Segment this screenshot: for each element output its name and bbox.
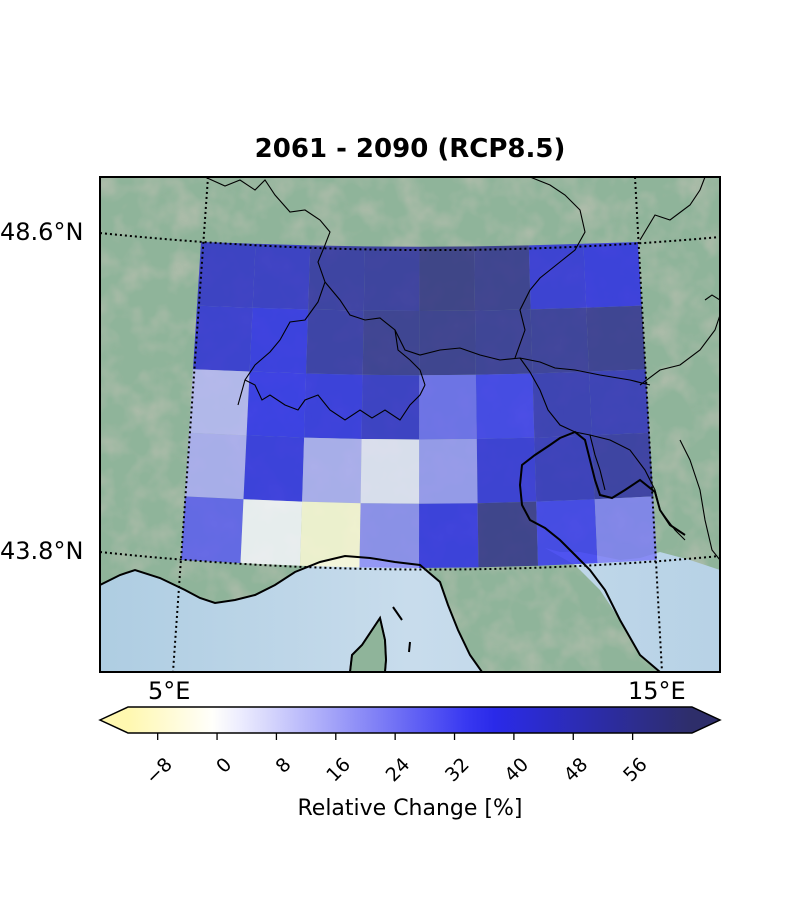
colorbar-tick-label: 8 — [271, 754, 295, 778]
map-frame — [99, 176, 721, 673]
grid-cell — [534, 435, 595, 502]
grid-cell — [474, 245, 531, 311]
grid-cell — [419, 310, 476, 376]
grid-cell — [477, 501, 538, 568]
map-area[interactable] — [100, 177, 720, 672]
colorbar-extend-high — [692, 707, 720, 733]
grid-cell — [302, 437, 362, 504]
colorbar-body — [128, 707, 692, 733]
grid-cell — [306, 309, 364, 375]
grid-cell — [419, 439, 478, 504]
grid-cell — [360, 439, 420, 504]
colorbar-tick-label: 0 — [212, 754, 236, 778]
colorbar-tick-label: 48 — [560, 754, 593, 787]
grid-cell — [589, 369, 650, 436]
sea — [100, 540, 720, 672]
grid-cell — [361, 374, 420, 440]
grid-cell — [591, 432, 654, 500]
grid-cell — [246, 371, 307, 438]
grid-cell — [583, 242, 642, 308]
colorbar-tick-label: 40 — [500, 754, 533, 787]
colorbar-tick-label: 24 — [382, 754, 415, 787]
grid-cell — [475, 373, 535, 439]
grid-cell — [197, 242, 256, 308]
grid-cell — [359, 503, 420, 568]
colorbar-tick-label: 32 — [441, 754, 474, 787]
grid-cell — [362, 310, 420, 376]
map-title: 2061 - 2090 (RCP8.5) — [254, 134, 566, 164]
colorbar-tick-label: 56 — [619, 754, 652, 787]
colorbar-label: Relative Change [%] — [297, 796, 523, 821]
colorbar-outline — [98, 706, 722, 734]
grid-cell — [476, 437, 537, 504]
grid-cell — [252, 243, 311, 310]
grid-cell — [240, 499, 303, 566]
data-grid — [181, 242, 657, 568]
colorbar: −8 0 8 16 24 32 40 48 56 — [98, 706, 722, 789]
grid-cell — [528, 243, 587, 310]
colorbar-tick-label: 16 — [322, 754, 355, 787]
graticule — [100, 177, 720, 672]
grid-cell — [419, 246, 475, 311]
grid-cell — [300, 501, 361, 568]
grid-cell — [419, 374, 477, 440]
colorbar-ticks: −8 0 8 16 24 32 40 48 56 — [141, 733, 652, 789]
grid-cell — [594, 496, 657, 564]
grid-cell — [532, 371, 592, 438]
grid-cell — [304, 373, 363, 439]
grid-cell — [419, 503, 479, 568]
grid-cell — [193, 305, 253, 372]
grid-cell — [189, 369, 250, 436]
grid-cell — [530, 307, 589, 374]
grid-cell — [363, 246, 420, 311]
grid-cell — [536, 499, 598, 566]
lat-label-south: 43.8°N — [0, 537, 84, 565]
colorbar-extend-low — [100, 707, 128, 733]
lon-label-west: 5°E — [148, 677, 191, 705]
grid-cell — [185, 432, 247, 500]
grid-cell — [181, 496, 244, 564]
grid-cell — [243, 435, 305, 502]
grid-cell — [475, 309, 533, 375]
grid-cell — [308, 245, 365, 311]
lat-label-north: 48.6°N — [0, 218, 84, 246]
grid-cell — [586, 305, 646, 372]
lon-label-east: 15°E — [628, 677, 686, 705]
colorbar-tick-label: −8 — [141, 754, 176, 789]
